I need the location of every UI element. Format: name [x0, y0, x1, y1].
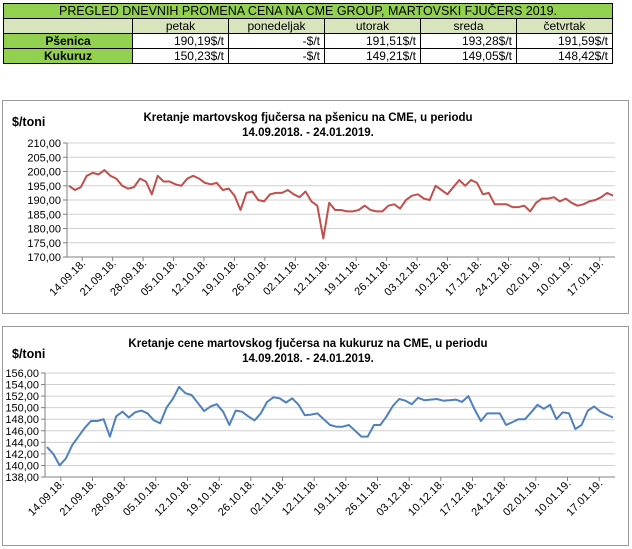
- table-corner: [3, 18, 133, 34]
- col-header: ponedeljak: [228, 18, 325, 34]
- y-tick-label: 150,00: [5, 403, 39, 415]
- y-tick-label: 142,00: [5, 449, 39, 461]
- col-header: petak: [132, 18, 229, 34]
- table-row: Pšenica 190,19$/t -$/t 191,51$/t 193,28$…: [3, 33, 614, 49]
- table-cell: 150,23$/t: [132, 48, 229, 64]
- corn-chart: $/toni Kretanje cene martovskog fjučersa…: [2, 326, 629, 546]
- chart-subtitle: 14.09.2018. - 24.01.2019.: [242, 353, 374, 365]
- y-axis-unit: $/toni: [12, 347, 46, 361]
- col-header: utorak: [324, 18, 421, 34]
- chart-title-line: Kretanje cene martovskog fjučersa na kuk…: [128, 338, 488, 350]
- table-cell: 149,21$/t: [324, 48, 421, 64]
- col-header: četvrtak: [515, 18, 614, 34]
- y-tick-label: 180,00: [27, 224, 61, 236]
- table-cell: 190,19$/t: [132, 33, 229, 49]
- table-title: PREGLED DNEVNIH PROMENA CENA NA CME GROU…: [2, 3, 614, 19]
- col-header: sreda: [420, 18, 517, 34]
- chart-title: Kretanje cene martovskog fjučersa na kuk…: [123, 337, 493, 367]
- y-axis-unit: $/toni: [12, 115, 46, 129]
- table-cell: -$/t: [228, 48, 325, 64]
- y-tick-label: 156,00: [5, 368, 39, 380]
- y-tick-label: 154,00: [5, 380, 39, 392]
- chart-title: Kretanje martovskog fjučersa na pšenicu …: [143, 111, 473, 141]
- y-tick-label: 148,00: [5, 414, 39, 426]
- y-tick-label: 185,00: [27, 209, 61, 221]
- row-label: Kukuruz: [3, 48, 133, 64]
- y-tick-label: 144,00: [5, 437, 39, 449]
- y-tick-label: 175,00: [27, 238, 61, 250]
- table-cell: 149,05$/t: [420, 48, 517, 64]
- table-cell: -$/t: [228, 33, 325, 49]
- y-tick-label: 190,00: [27, 195, 61, 207]
- y-tick-label: 146,00: [5, 426, 39, 438]
- y-tick-label: 200,00: [27, 167, 61, 179]
- y-tick-label: 170,00: [27, 252, 61, 264]
- table-cell: 191,59$/t: [515, 33, 614, 49]
- wheat-plot: 210,00 205,00 200,00 195,00 190,00 185,00 180,…: [27, 138, 615, 299]
- y-tick-label: 205,00: [27, 152, 61, 164]
- series-line: [46, 385, 614, 467]
- table-row: Kukuruz 150,23$/t -$/t 149,21$/t 149,05$…: [3, 48, 614, 64]
- y-tick-label: 152,00: [5, 391, 39, 403]
- table-cell: 191,51$/t: [324, 33, 421, 49]
- corn-plot: 156,00154,00152,00150,00148,00146,00144,…: [5, 368, 615, 519]
- y-tick-label: 140,00: [5, 460, 39, 472]
- y-tick-label: 210,00: [27, 138, 61, 150]
- chart-subtitle: 14.09.2018. - 24.01.2019.: [242, 127, 374, 139]
- table-cell: 193,28$/t: [420, 33, 517, 49]
- series-line: [68, 169, 614, 240]
- y-tick-label: 138,00: [5, 472, 39, 484]
- wheat-chart: $/toni Kretanje martovskog fjučersa na p…: [2, 100, 629, 314]
- y-tick-label: 195,00: [27, 181, 61, 193]
- table-cell: 148,42$/t: [515, 48, 614, 64]
- price-table: PREGLED DNEVNIH PROMENA CENA NA CME GROU…: [2, 3, 614, 64]
- chart-title-line: Kretanje martovskog fjučersa na pšenicu …: [143, 112, 473, 124]
- row-label: Pšenica: [3, 33, 133, 49]
